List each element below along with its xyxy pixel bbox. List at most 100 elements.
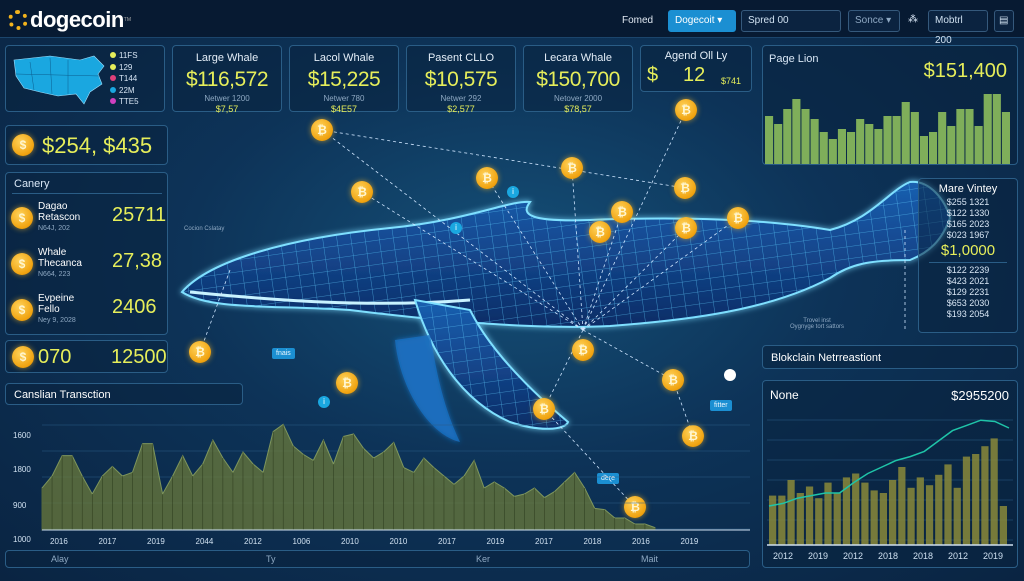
stat-value: $10,575 [424,68,498,91]
x-tick-label: 2017 [535,537,553,546]
legend-dot [110,63,116,70]
bitcoin-coin-icon[interactable]: ₿ [727,207,749,229]
link-line [199,269,231,353]
share-nodes-icon[interactable]: ⁂ [908,14,918,25]
bar [925,485,934,545]
bitcoin-coin-icon[interactable]: ₿ [674,177,696,199]
coin-select-value: Dogecoit [675,15,715,26]
x-tick-label: 2012 [843,551,863,561]
bar [907,487,915,545]
blockchain-bar[interactable]: Blokclain Netrreastiont [762,345,1018,369]
spread-input[interactable]: Spred 00 [741,10,841,32]
transaction-tag[interactable]: fitter [710,400,732,411]
x-tick-label: 2019 [808,551,828,561]
bitcoin-coin-icon[interactable]: ₿ [189,341,211,363]
bitcoin-coin-icon[interactable]: ₿ [311,119,333,141]
bar [974,126,983,164]
stat-card: Lacol Whale $15,225 Netwer 780 $4E57 [289,45,399,114]
bar [769,495,777,545]
footer-label[interactable]: Ty [266,554,276,564]
x-tick-label: 2017 [438,537,456,546]
bar [870,490,878,545]
bar [944,464,952,545]
coin-row-left: 070 [38,346,72,368]
canery-item-value: 2406 [112,296,157,318]
canery-item[interactable]: $ Evpeine Fello Ney 9, 2028 2406 [6,293,166,337]
info-dot-icon[interactable]: i [450,222,462,234]
x-tick-label: 2010 [341,537,359,546]
bitcoin-coin-icon[interactable]: ₿ [611,201,633,223]
bitcoin-coin-icon[interactable]: ₿ [589,221,611,243]
legend-dot [110,52,116,58]
bar [889,480,897,545]
link-line [321,129,686,189]
bitcoin-coin-icon[interactable]: ₿ [336,372,358,394]
logo-text: dogecoin [30,7,124,32]
map-card: 11FS 129 T144 22M TTE5 [5,45,165,112]
bitcoin-coin-icon[interactable]: ₿ [476,167,498,189]
link-line [582,217,739,331]
legend-label: 22M [119,85,135,95]
coin-row-card: $ 070 12500 [5,340,168,373]
divider [12,193,162,194]
stat-title: Lacol Whale [313,52,375,64]
canery-item-name: Evpeine Fello [38,293,75,315]
link-line [582,227,687,331]
source-select[interactable]: Sonce ▾ [848,10,900,32]
link-line [543,408,636,508]
dogecoin-gear-icon [8,10,28,30]
canery-item-name: Dagao Retascon [38,201,81,223]
agend-value: 12 [683,64,706,86]
info-dot-icon[interactable]: i [318,396,330,408]
bar [1001,112,1010,164]
bitcoin-coin-icon[interactable]: ₿ [572,339,594,361]
x-tick-label: 2018 [584,537,602,546]
bitcoin-coin-icon[interactable]: ₿ [675,99,697,121]
footer-label[interactable]: Ker [476,554,491,564]
bitcoin-coin-icon[interactable]: ₿ [351,181,373,203]
bitcoin-coin-icon[interactable]: ₿ [662,369,684,391]
bar [953,487,961,545]
footer-label[interactable]: Alay [51,554,69,564]
info-dot-icon[interactable]: i [507,186,519,198]
none-chart-card: None $2955200 2012 2019 2012 2018 2018 2012 20… [762,380,1018,568]
bar [947,126,956,164]
source-select-value: Sonce [855,15,884,26]
dollar-coin-icon: $ [11,299,33,321]
top-bar: dogecoin TM Fomed Dogecoit ▾ Spred 00 So… [0,0,1024,46]
none-bar-line-chart: 2012 2019 2012 2018 2018 2012 2019 [767,419,1013,561]
canery-item[interactable]: $ Dagao Retascon N64J, 202 25711 [6,201,166,245]
coin-select[interactable]: Dogecoit ▾ [668,10,736,32]
stat-card: Pasent CLLO $10,575 Netwer 292 $2,577 [406,45,516,114]
bitcoin-coin-icon[interactable]: ₿ [533,398,555,420]
usa-map[interactable] [10,52,110,108]
filter-label: Fomed [622,15,654,26]
bitcoin-coin-icon[interactable]: ₿ [675,217,697,239]
document-icon[interactable]: ▤ [994,10,1014,32]
transaction-tag[interactable]: fnais [272,348,295,359]
bar [981,446,989,545]
floating-label: Cocion Cslatay [184,226,225,232]
bar [810,119,819,164]
transaction-tag[interactable]: dere [597,473,620,484]
stat-title: Pasent CLLO [427,52,495,64]
x-tick-label: 2017 [99,537,117,546]
stat-bottom: $7,57 [215,104,239,114]
dollar-coin-icon: $ [12,346,34,368]
canery-item-value: 25711 [112,204,167,226]
page-lion-bar-chart [765,94,1010,164]
canery-item[interactable]: $ Whale Thecanca N664, 223 27,38 [6,247,166,291]
bitcoin-coin-icon[interactable]: ₿ [561,157,583,179]
footer-label[interactable]: Mait [641,554,659,564]
mare-vintey-row: $423 2021 [946,276,990,286]
x-tick-label: 2016 [632,537,650,546]
node-dot[interactable] [724,369,736,381]
bar [956,109,965,164]
x-tick-label: 2019 [487,537,505,546]
bitcoin-coin-icon[interactable]: ₿ [682,425,704,447]
page-lion-title: Page Lion [769,53,819,65]
stat-sub: Netwer 780 [323,94,365,103]
mode-button[interactable]: Mobtrl 200 [928,10,988,46]
bitcoin-coin-icon[interactable]: ₿ [624,496,646,518]
logo[interactable]: dogecoin TM [8,7,131,33]
